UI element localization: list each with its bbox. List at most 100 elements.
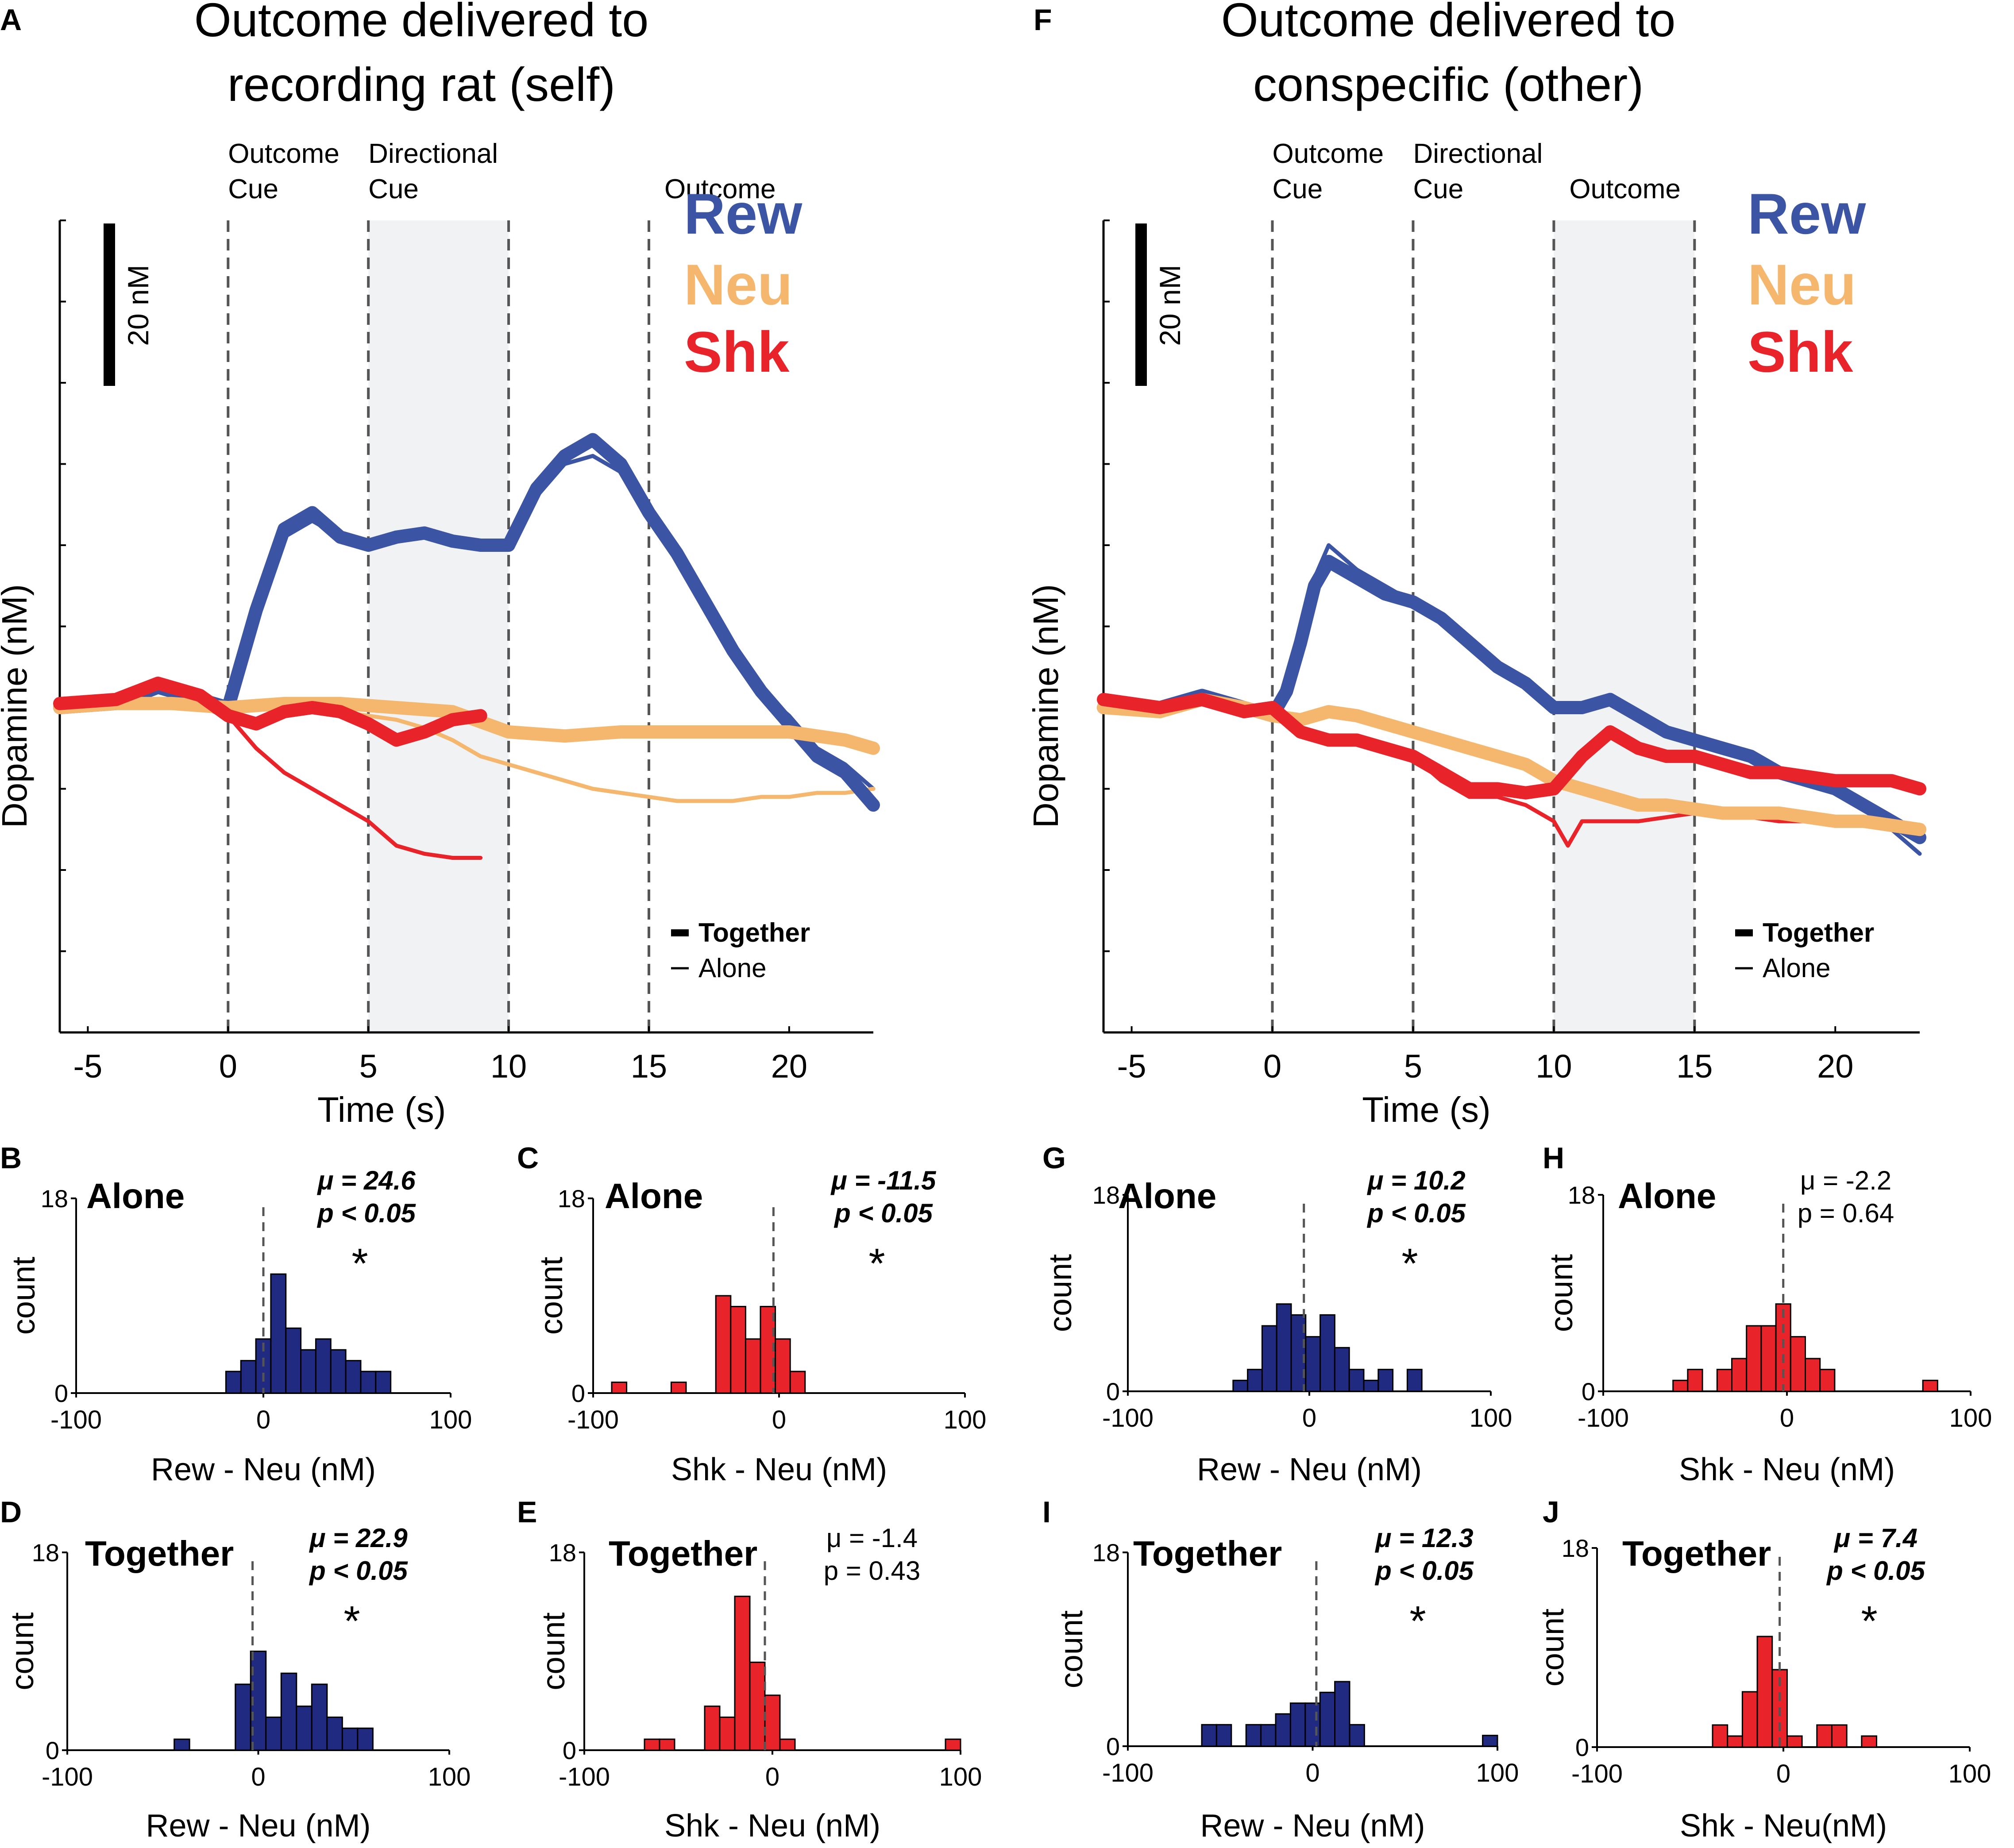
histogram-bar xyxy=(1786,1735,1803,1748)
x-axis-label: Shk - Neu (nM) xyxy=(664,1808,880,1844)
x-tick-label: -5 xyxy=(73,1048,102,1085)
x-tick-label: 5 xyxy=(359,1048,378,1085)
histogram-bar xyxy=(1275,1713,1291,1747)
stat-mean: μ = -11.5 xyxy=(830,1166,937,1195)
y-tick-label: 0 xyxy=(1106,1732,1120,1760)
x-tick-label: 100 xyxy=(1949,1404,1992,1432)
histogram-bar xyxy=(315,1338,332,1394)
y-tick-label: 0 xyxy=(46,1736,59,1764)
x-axis-label: Rew - Neu (nM) xyxy=(1197,1452,1422,1487)
stat-mean: μ = -2.2 xyxy=(1800,1166,1891,1195)
histogram-bar xyxy=(240,1360,257,1394)
x-tick-label: -100 xyxy=(1102,1759,1154,1787)
stat-mean: μ = 7.4 xyxy=(1833,1523,1918,1553)
histogram-bar xyxy=(375,1371,392,1394)
histogram-bar xyxy=(1712,1724,1728,1748)
scale-bar-label: 20 nM xyxy=(122,265,154,346)
histogram-bar xyxy=(1319,1691,1336,1747)
y-tick-label: 18 xyxy=(558,1185,585,1213)
histogram-bar xyxy=(1760,1325,1777,1392)
y-tick-label: 18 xyxy=(41,1185,68,1213)
epoch-label: Outcome xyxy=(228,139,340,169)
panel-letter: D xyxy=(0,1495,22,1529)
histogram-bar xyxy=(270,1273,287,1394)
epoch-label: Cue xyxy=(1273,174,1323,204)
x-tick-label: -100 xyxy=(567,1405,619,1434)
histogram-bar xyxy=(945,1738,961,1751)
histogram-bar xyxy=(1276,1303,1292,1392)
y-axis-label: Dopamine (nM) xyxy=(1026,584,1065,828)
histogram-bar xyxy=(1334,1681,1350,1747)
panel-letter: A xyxy=(0,3,22,37)
scale-bar-label: 20 nM xyxy=(1154,265,1186,346)
y-tick-label: 18 xyxy=(1092,1539,1120,1567)
y-axis-label: count xyxy=(1544,1254,1579,1332)
stat-p: p < 0.05 xyxy=(316,1198,416,1228)
x-tick-label: -100 xyxy=(1578,1404,1629,1432)
histogram-bar xyxy=(300,1349,316,1394)
histogram-bar xyxy=(1790,1336,1806,1392)
histogram-bar xyxy=(1201,1724,1217,1747)
x-tick-label: -100 xyxy=(559,1763,610,1791)
y-axis-label: count xyxy=(534,1257,569,1335)
histogram-bar xyxy=(280,1672,297,1751)
x-tick-label: 20 xyxy=(771,1048,807,1085)
histogram-bar xyxy=(1819,1369,1836,1392)
x-tick-label: 0 xyxy=(256,1405,270,1434)
x-tick-label: 0 xyxy=(1780,1404,1794,1432)
x-tick-label: 20 xyxy=(1817,1048,1853,1085)
histogram-bar xyxy=(1377,1369,1394,1392)
stat-mean: μ = 12.3 xyxy=(1374,1523,1473,1553)
histogram-bar xyxy=(326,1717,343,1751)
y-axis-label: count xyxy=(1054,1610,1089,1688)
panel-letter: B xyxy=(0,1141,22,1175)
y-tick-label: 18 xyxy=(1568,1181,1595,1209)
histogram-bar xyxy=(719,1717,736,1751)
y-tick-label: 0 xyxy=(1106,1378,1120,1405)
stat-p: p = 0.43 xyxy=(824,1556,921,1586)
histogram-bar xyxy=(225,1371,242,1394)
histogram-bar xyxy=(1245,1724,1262,1747)
x-axis-label: Time (s) xyxy=(1362,1090,1490,1129)
stat-p: p < 0.05 xyxy=(1366,1198,1466,1228)
x-tick-label: 10 xyxy=(1536,1048,1572,1085)
y-tick-label: 18 xyxy=(549,1539,576,1567)
x-tick-label: 0 xyxy=(1776,1759,1790,1788)
histogram-bar xyxy=(360,1371,377,1394)
epoch-label: Directional xyxy=(368,139,498,169)
epoch-label: Directional xyxy=(1413,139,1543,169)
x-tick-label: -100 xyxy=(50,1405,102,1434)
histogram-bar xyxy=(357,1727,374,1751)
y-axis-label: Dopamine (nM) xyxy=(0,584,34,828)
x-axis-label: Shk - Neu (nM) xyxy=(671,1452,887,1487)
histogram-bar xyxy=(1482,1735,1498,1747)
x-tick-label: 100 xyxy=(1948,1759,1991,1788)
epoch-label: Cue xyxy=(228,174,278,204)
histogram-bar xyxy=(1260,1724,1277,1747)
histogram-bar xyxy=(749,1661,766,1751)
significance-star: * xyxy=(351,1240,368,1287)
x-tick-label: 15 xyxy=(631,1048,667,1085)
x-tick-label: -100 xyxy=(1102,1404,1154,1432)
histogram-bar xyxy=(1727,1735,1743,1748)
scale-bar xyxy=(104,223,115,386)
panel-letter: C xyxy=(517,1141,539,1175)
scale-bar xyxy=(1135,223,1147,386)
x-axis-label: Rew - Neu (nM) xyxy=(146,1808,370,1844)
histogram-bar xyxy=(1922,1379,1938,1392)
epoch-label: Cue xyxy=(368,174,419,204)
x-tick-label: 15 xyxy=(1676,1048,1713,1085)
stat-p: p < 0.05 xyxy=(309,1556,408,1586)
legend-rew: Rew xyxy=(684,181,803,246)
histogram-bar xyxy=(345,1360,362,1394)
histogram-bar xyxy=(789,1371,806,1394)
x-axis-label: Rew - Neu (nM) xyxy=(1200,1808,1425,1844)
histogram-bar xyxy=(659,1738,675,1751)
histogram-bar xyxy=(1261,1325,1277,1392)
panel-f: F Outcome delivered to conspecific (other)… xyxy=(1026,0,1926,1129)
histogram-bar xyxy=(715,1295,732,1394)
